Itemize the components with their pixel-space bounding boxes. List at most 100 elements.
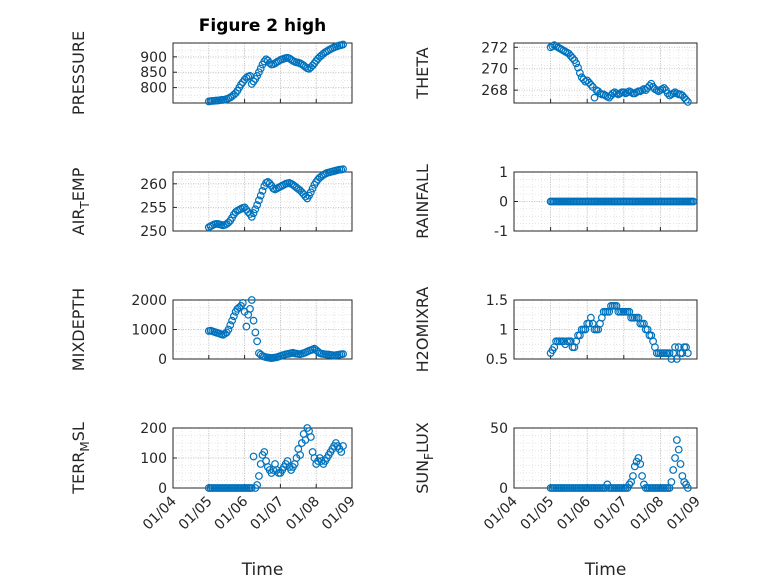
data-point [638, 472, 646, 480]
data-point [260, 57, 269, 66]
data-point [669, 466, 678, 474]
y-tick-label: 1 [499, 165, 508, 181]
x-axis-label: Time [584, 560, 627, 580]
data-point [568, 54, 577, 62]
data-point [574, 63, 582, 72]
data-point [256, 191, 265, 200]
data-point [296, 451, 304, 459]
data-point [671, 343, 679, 352]
chart-title: Figure 2 high [199, 16, 327, 36]
data-point [251, 205, 260, 214]
y-tick-label: 0.5 [486, 352, 508, 368]
data-point [249, 209, 258, 217]
y-tick-label: 0 [158, 481, 167, 497]
data-point [228, 316, 236, 325]
y-axis-label: MIXDEPTH [69, 288, 88, 371]
y-tick-label: 0 [158, 352, 167, 368]
data-point [249, 452, 258, 461]
y-tick-label: 800 [140, 81, 167, 97]
data-point [247, 296, 256, 304]
data-point [667, 478, 676, 486]
data-point [265, 179, 274, 188]
y-tick-label: 900 [140, 50, 167, 66]
y-tick-label: 850 [140, 65, 167, 81]
x-tick-label: 01/05 [518, 494, 558, 534]
axes-box [172, 299, 353, 360]
data-point [258, 186, 267, 195]
data-point [260, 448, 269, 456]
data-point [672, 436, 681, 444]
x-tick-label: 01/04 [481, 493, 521, 533]
x-tick-label: 01/09 [664, 494, 704, 534]
data-point [660, 84, 668, 92]
data-point [226, 321, 235, 329]
data-point [339, 442, 347, 450]
data-point [683, 98, 692, 106]
data-point [674, 445, 683, 454]
data-point [265, 59, 274, 67]
x-tick-label: 01/08 [627, 494, 667, 534]
data-point [575, 69, 584, 77]
panel-mixdepth: 0 1000 2000 MIXDEPTH [69, 288, 353, 371]
axes-box [172, 42, 353, 104]
data-point [306, 188, 315, 197]
y-tick-label: 1000 [131, 323, 167, 339]
data-point [590, 93, 599, 102]
data-point [247, 212, 256, 221]
y-axis-label: THETA [413, 47, 432, 99]
data-point [572, 59, 581, 68]
data-point [255, 68, 263, 77]
y-tick-label: 260 [140, 177, 167, 193]
data-point [586, 80, 595, 89]
y-tick-label: 268 [481, 83, 508, 99]
data-point [663, 89, 672, 98]
y-axis-label: PRESSURE [69, 31, 88, 115]
data-point [229, 312, 238, 321]
axes-box [513, 42, 698, 104]
y-tick-label: 255 [140, 200, 167, 216]
y-axis-label: AIRTEMP [69, 167, 92, 235]
data-point [246, 304, 254, 313]
data-point [253, 337, 262, 346]
panel-air_temp: 250 255 260 AIRTEMP [69, 165, 353, 240]
y-tick-label: 250 [140, 224, 167, 240]
x-tick-label: 01/06 [554, 493, 594, 533]
data-point [306, 433, 315, 441]
data-point [253, 201, 262, 209]
y-tick-label: 1 [499, 323, 508, 339]
data-point [625, 480, 634, 489]
y-tick-label: 2000 [131, 293, 167, 309]
panel-theta: 268 270 272 THETA [413, 40, 698, 106]
data-point [301, 192, 310, 201]
y-tick-label: 50 [490, 421, 508, 437]
data-point [255, 196, 263, 205]
data-point [238, 299, 247, 307]
data-point [253, 72, 262, 80]
data-point [249, 316, 258, 325]
data-point [339, 350, 347, 358]
y-axis-label: SUNFLUX [413, 422, 436, 494]
x-tick-label: 01/07 [247, 494, 287, 534]
x-axis-label: Time [241, 560, 284, 580]
panel-rainfall: -1 0 1 RAINFALL [413, 164, 698, 240]
x-tick-label: 01/05 [176, 494, 216, 534]
data-point [671, 454, 679, 462]
data-point [255, 472, 263, 480]
data-point [676, 460, 685, 468]
data-point [636, 460, 645, 468]
x-tick-label: 01/08 [283, 494, 323, 534]
x-tick-label: 01/07 [591, 494, 631, 534]
data-point [683, 349, 692, 358]
panel-h2omixra: 0.5 1 1.5 H2OMIXRA [413, 287, 698, 372]
y-axis-label: TERRMSL [69, 422, 92, 495]
data-point [339, 165, 347, 174]
y-tick-label: -1 [494, 224, 508, 240]
data-point [256, 64, 265, 73]
data-point [224, 325, 233, 334]
y-tick-label: 0 [499, 481, 508, 497]
data-point [629, 472, 637, 480]
y-axis-label: RAINFALL [413, 164, 432, 239]
